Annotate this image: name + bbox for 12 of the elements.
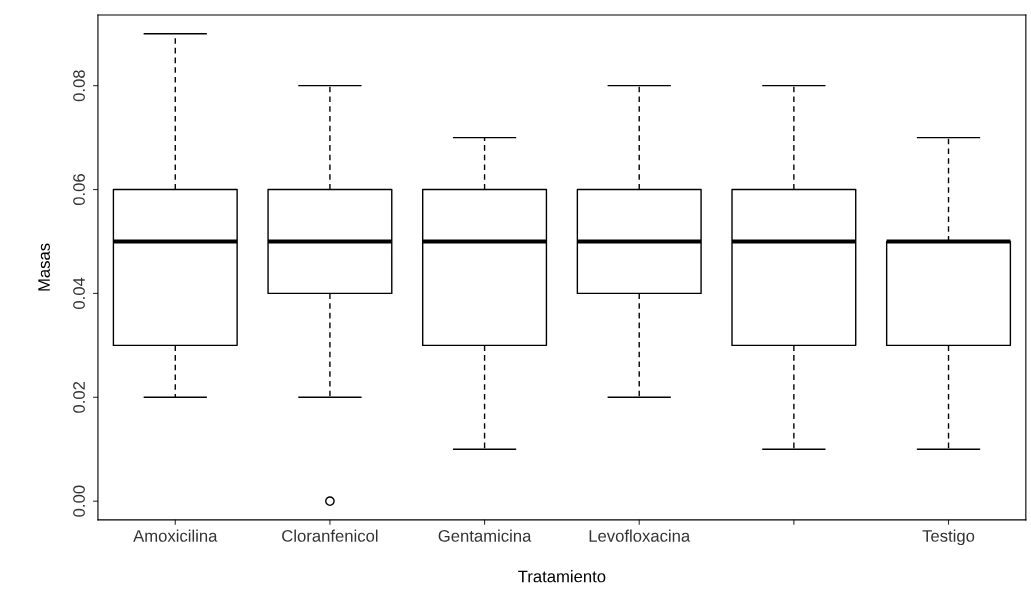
y-tick-label: 0.02 xyxy=(73,381,85,413)
x-tick-label: Gentamicina xyxy=(438,529,532,542)
y-axis-title: Masas xyxy=(38,243,50,291)
x-axis-title: Tratamiento xyxy=(518,570,606,583)
y-tick-label: 0.04 xyxy=(73,277,85,309)
y-tick-label: 0.00 xyxy=(73,485,85,517)
y-tick-label: 0.06 xyxy=(73,174,85,206)
x-tick-label: Amoxicilina xyxy=(133,529,218,542)
x-tick-label: Cloranfenicol xyxy=(282,529,378,542)
y-tick-label: 0.08 xyxy=(73,70,85,102)
x-tick-label: Levofloxacina xyxy=(589,529,691,542)
x-tick-label: Testigo xyxy=(922,529,975,546)
